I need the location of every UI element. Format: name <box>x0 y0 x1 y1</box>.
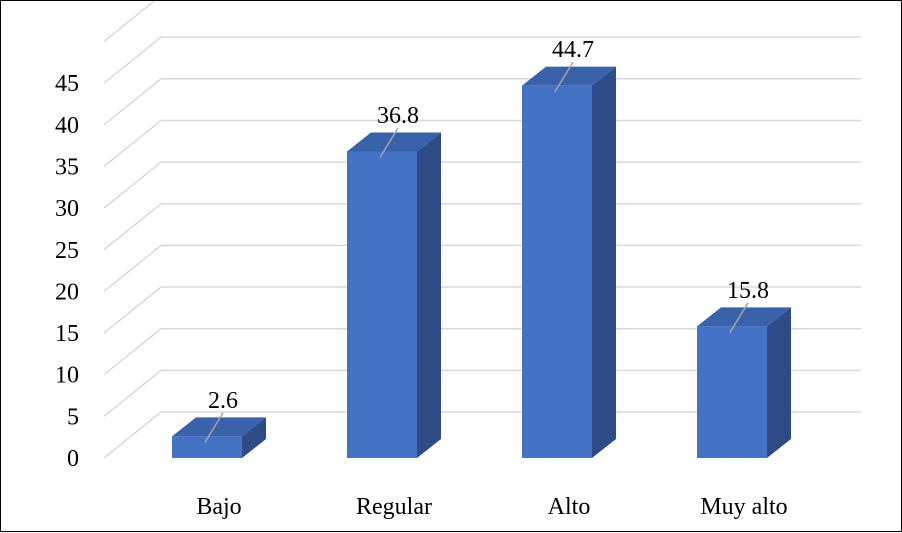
gridline <box>103 244 861 292</box>
y-tick-label: 15 <box>55 321 79 347</box>
bar-front <box>172 436 242 458</box>
leader-line <box>729 302 749 333</box>
gridline <box>103 327 861 376</box>
gridline <box>103 411 861 459</box>
leader-line <box>204 412 224 443</box>
gridline <box>103 369 861 417</box>
gridline <box>103 161 861 209</box>
y-axis-ticks: 0 5 10 15 20 25 30 35 40 45 <box>55 71 79 472</box>
bar-alto <box>522 66 616 459</box>
bar-muy-alto <box>697 307 791 458</box>
gridline <box>103 119 861 168</box>
category-label: Alto <box>548 494 591 520</box>
bar-front <box>697 326 767 458</box>
data-label: 15.8 <box>727 278 769 304</box>
y-tick-label: 20 <box>55 279 79 305</box>
bar-top <box>697 307 791 327</box>
bar-side <box>417 132 441 458</box>
y-tick-label: 5 <box>67 404 79 430</box>
gridline <box>103 203 861 251</box>
gridlines <box>103 1 861 459</box>
y-tick-label: 40 <box>55 113 79 139</box>
y-tick-label: 0 <box>67 446 79 472</box>
y-tick-label: 45 <box>55 71 79 97</box>
leader-line <box>554 61 574 93</box>
data-label: 44.7 <box>552 37 594 63</box>
bar-side <box>767 307 791 458</box>
bar-top <box>172 417 266 437</box>
bar-side <box>592 66 616 459</box>
gridline <box>103 36 861 84</box>
bar-front <box>347 151 417 458</box>
bar-side <box>242 417 266 458</box>
category-label: Muy alto <box>700 494 787 520</box>
category-label: Bajo <box>196 494 241 520</box>
gridline <box>103 286 861 334</box>
y-tick-label: 10 <box>55 363 79 389</box>
category-label: Regular <box>356 494 432 520</box>
leader-line <box>379 127 399 158</box>
gridline <box>103 78 861 126</box>
bar-top <box>522 66 616 86</box>
y-tick-label: 30 <box>55 196 79 222</box>
y-tick-label: 25 <box>55 238 79 264</box>
x-axis-categories: Bajo Regular Alto Muy alto <box>196 494 787 520</box>
bars <box>172 66 791 459</box>
bar-top <box>347 132 441 152</box>
bar-regular <box>347 132 441 458</box>
y-tick-label: 35 <box>55 154 79 180</box>
gridline <box>103 1 156 43</box>
data-label: 36.8 <box>377 103 419 129</box>
bar-bajo <box>172 417 266 458</box>
data-labels: 2.6 36.8 44.7 15.8 <box>204 37 769 443</box>
data-label: 2.6 <box>208 388 238 414</box>
bar-front <box>522 85 592 459</box>
